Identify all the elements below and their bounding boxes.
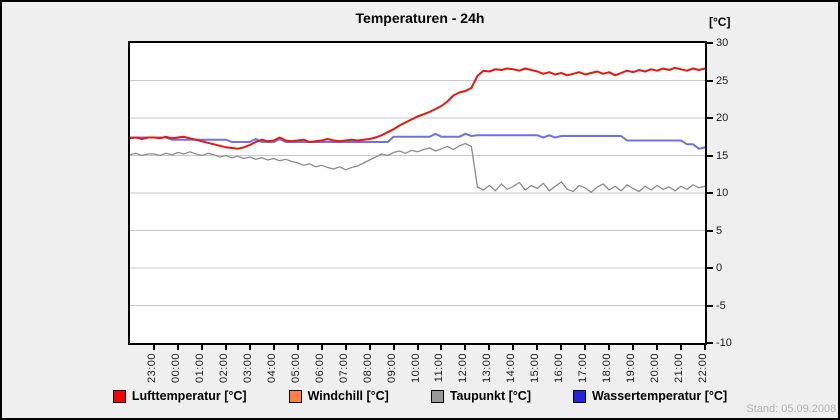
- legend: Lufttemperatur [°C] Windchill [°C] Taupu…: [2, 389, 838, 403]
- y-tick-label: 20: [716, 112, 729, 124]
- x-tick-label: 12:00: [457, 353, 470, 384]
- temperature-line-chart: [130, 66, 705, 306]
- y-tick-mark: [707, 304, 713, 307]
- x-tick-label: 07:00: [337, 353, 350, 384]
- x-tick-label: 02:00: [217, 353, 230, 384]
- x-tick-label: 21:00: [673, 353, 686, 384]
- x-tick-mark: [464, 345, 467, 350]
- x-tick-mark: [488, 345, 491, 350]
- x-tick-label: 00:00: [169, 353, 182, 384]
- y-tick-label: 0: [716, 262, 723, 274]
- legend-item-wassertemperatur: Wassertemperatur [°C]: [572, 389, 728, 403]
- x-tick-mark: [176, 345, 179, 350]
- x-tick-mark: [608, 345, 611, 350]
- legend-label: Windchill [°C]: [307, 389, 389, 403]
- legend-label: Wassertemperatur [°C]: [591, 389, 728, 403]
- x-tick-mark: [320, 345, 323, 350]
- y-tick-mark: [707, 79, 713, 82]
- legend-swatch-orange-icon: [288, 389, 302, 403]
- plot-area: [128, 41, 707, 345]
- y-tick-mark: [707, 267, 713, 269]
- x-tick-label: 17:00: [577, 353, 590, 384]
- legend-item-windchill: Windchill [°C]: [288, 389, 389, 403]
- y-tick-mark: [707, 117, 713, 119]
- x-tick-label: 08:00: [361, 353, 374, 384]
- x-tick-mark: [368, 345, 371, 350]
- legend-item-lufttemperatur: Lufttemperatur [°C]: [112, 389, 247, 403]
- x-tick-label: 23:00: [145, 353, 158, 384]
- x-tick-label: 19:00: [625, 353, 638, 384]
- x-tick-mark: [152, 345, 155, 350]
- x-tick-label: 06:00: [313, 353, 326, 384]
- last-updated-label: Stand: 05.09.2008 -: [746, 403, 840, 415]
- y-tick-label: 10: [716, 187, 729, 199]
- x-tick-mark: [296, 345, 299, 350]
- chart-title: Temperaturen - 24h: [355, 10, 485, 26]
- y-tick-label: 30: [716, 37, 729, 49]
- legend-item-taupunkt: Taupunkt [°C]: [430, 389, 531, 403]
- legend-swatch-gray-icon: [430, 389, 444, 403]
- x-tick-mark: [440, 345, 443, 350]
- y-tick-label: -10: [716, 337, 732, 349]
- legend-swatch-blue-icon: [572, 389, 586, 403]
- x-tick-label: 14:00: [505, 353, 518, 384]
- x-tick-label: 03:00: [241, 353, 254, 384]
- legend-label: Taupunkt [°C]: [449, 389, 531, 403]
- y-tick-mark: [707, 192, 713, 194]
- y-tick-mark: [707, 342, 713, 344]
- x-tick-mark: [224, 345, 227, 350]
- x-tick-label: 22:00: [697, 353, 709, 384]
- y-tick-label: 15: [716, 149, 729, 162]
- x-tick-label: 15:00: [529, 353, 542, 384]
- y-tick-mark: [707, 154, 713, 157]
- x-tick-mark: [392, 345, 395, 350]
- x-tick-mark: [584, 345, 587, 350]
- x-tick-label: 20:00: [649, 353, 662, 384]
- y-tick-label: -5: [716, 299, 726, 312]
- x-tick-mark: [632, 345, 635, 350]
- x-tick-mark: [272, 345, 275, 350]
- legend-label: Lufttemperatur [°C]: [131, 389, 247, 403]
- y-tick-mark: [707, 229, 713, 232]
- x-tick-mark: [200, 345, 203, 350]
- y-tick-mark: [707, 42, 713, 44]
- x-tick-label: 13:00: [481, 353, 494, 384]
- x-tick-mark: [656, 345, 659, 350]
- x-tick-mark: [704, 345, 706, 350]
- x-tick-label: 01:00: [193, 353, 206, 384]
- y-tick-label: 5: [716, 224, 723, 237]
- x-tick-label: 18:00: [601, 353, 614, 384]
- y-tick-label: 25: [716, 74, 729, 87]
- legend-swatch-red-icon: [112, 389, 126, 403]
- x-tick-label: 05:00: [289, 353, 302, 384]
- x-tick-label: 11:00: [433, 353, 446, 383]
- x-tick-mark: [344, 345, 347, 350]
- y-axis-unit-label: [°C]: [709, 15, 731, 29]
- x-tick-label: 10:00: [409, 353, 422, 384]
- x-tick-mark: [512, 345, 515, 350]
- x-tick-mark: [248, 345, 251, 350]
- x-tick-label: 04:00: [265, 353, 278, 384]
- x-tick-mark: [560, 345, 563, 350]
- x-tick-mark: [680, 345, 683, 350]
- x-tick-mark: [536, 345, 539, 350]
- x-tick-label: 16:00: [553, 353, 566, 384]
- x-tick-label: 09:00: [385, 353, 398, 384]
- x-tick-mark: [416, 345, 419, 350]
